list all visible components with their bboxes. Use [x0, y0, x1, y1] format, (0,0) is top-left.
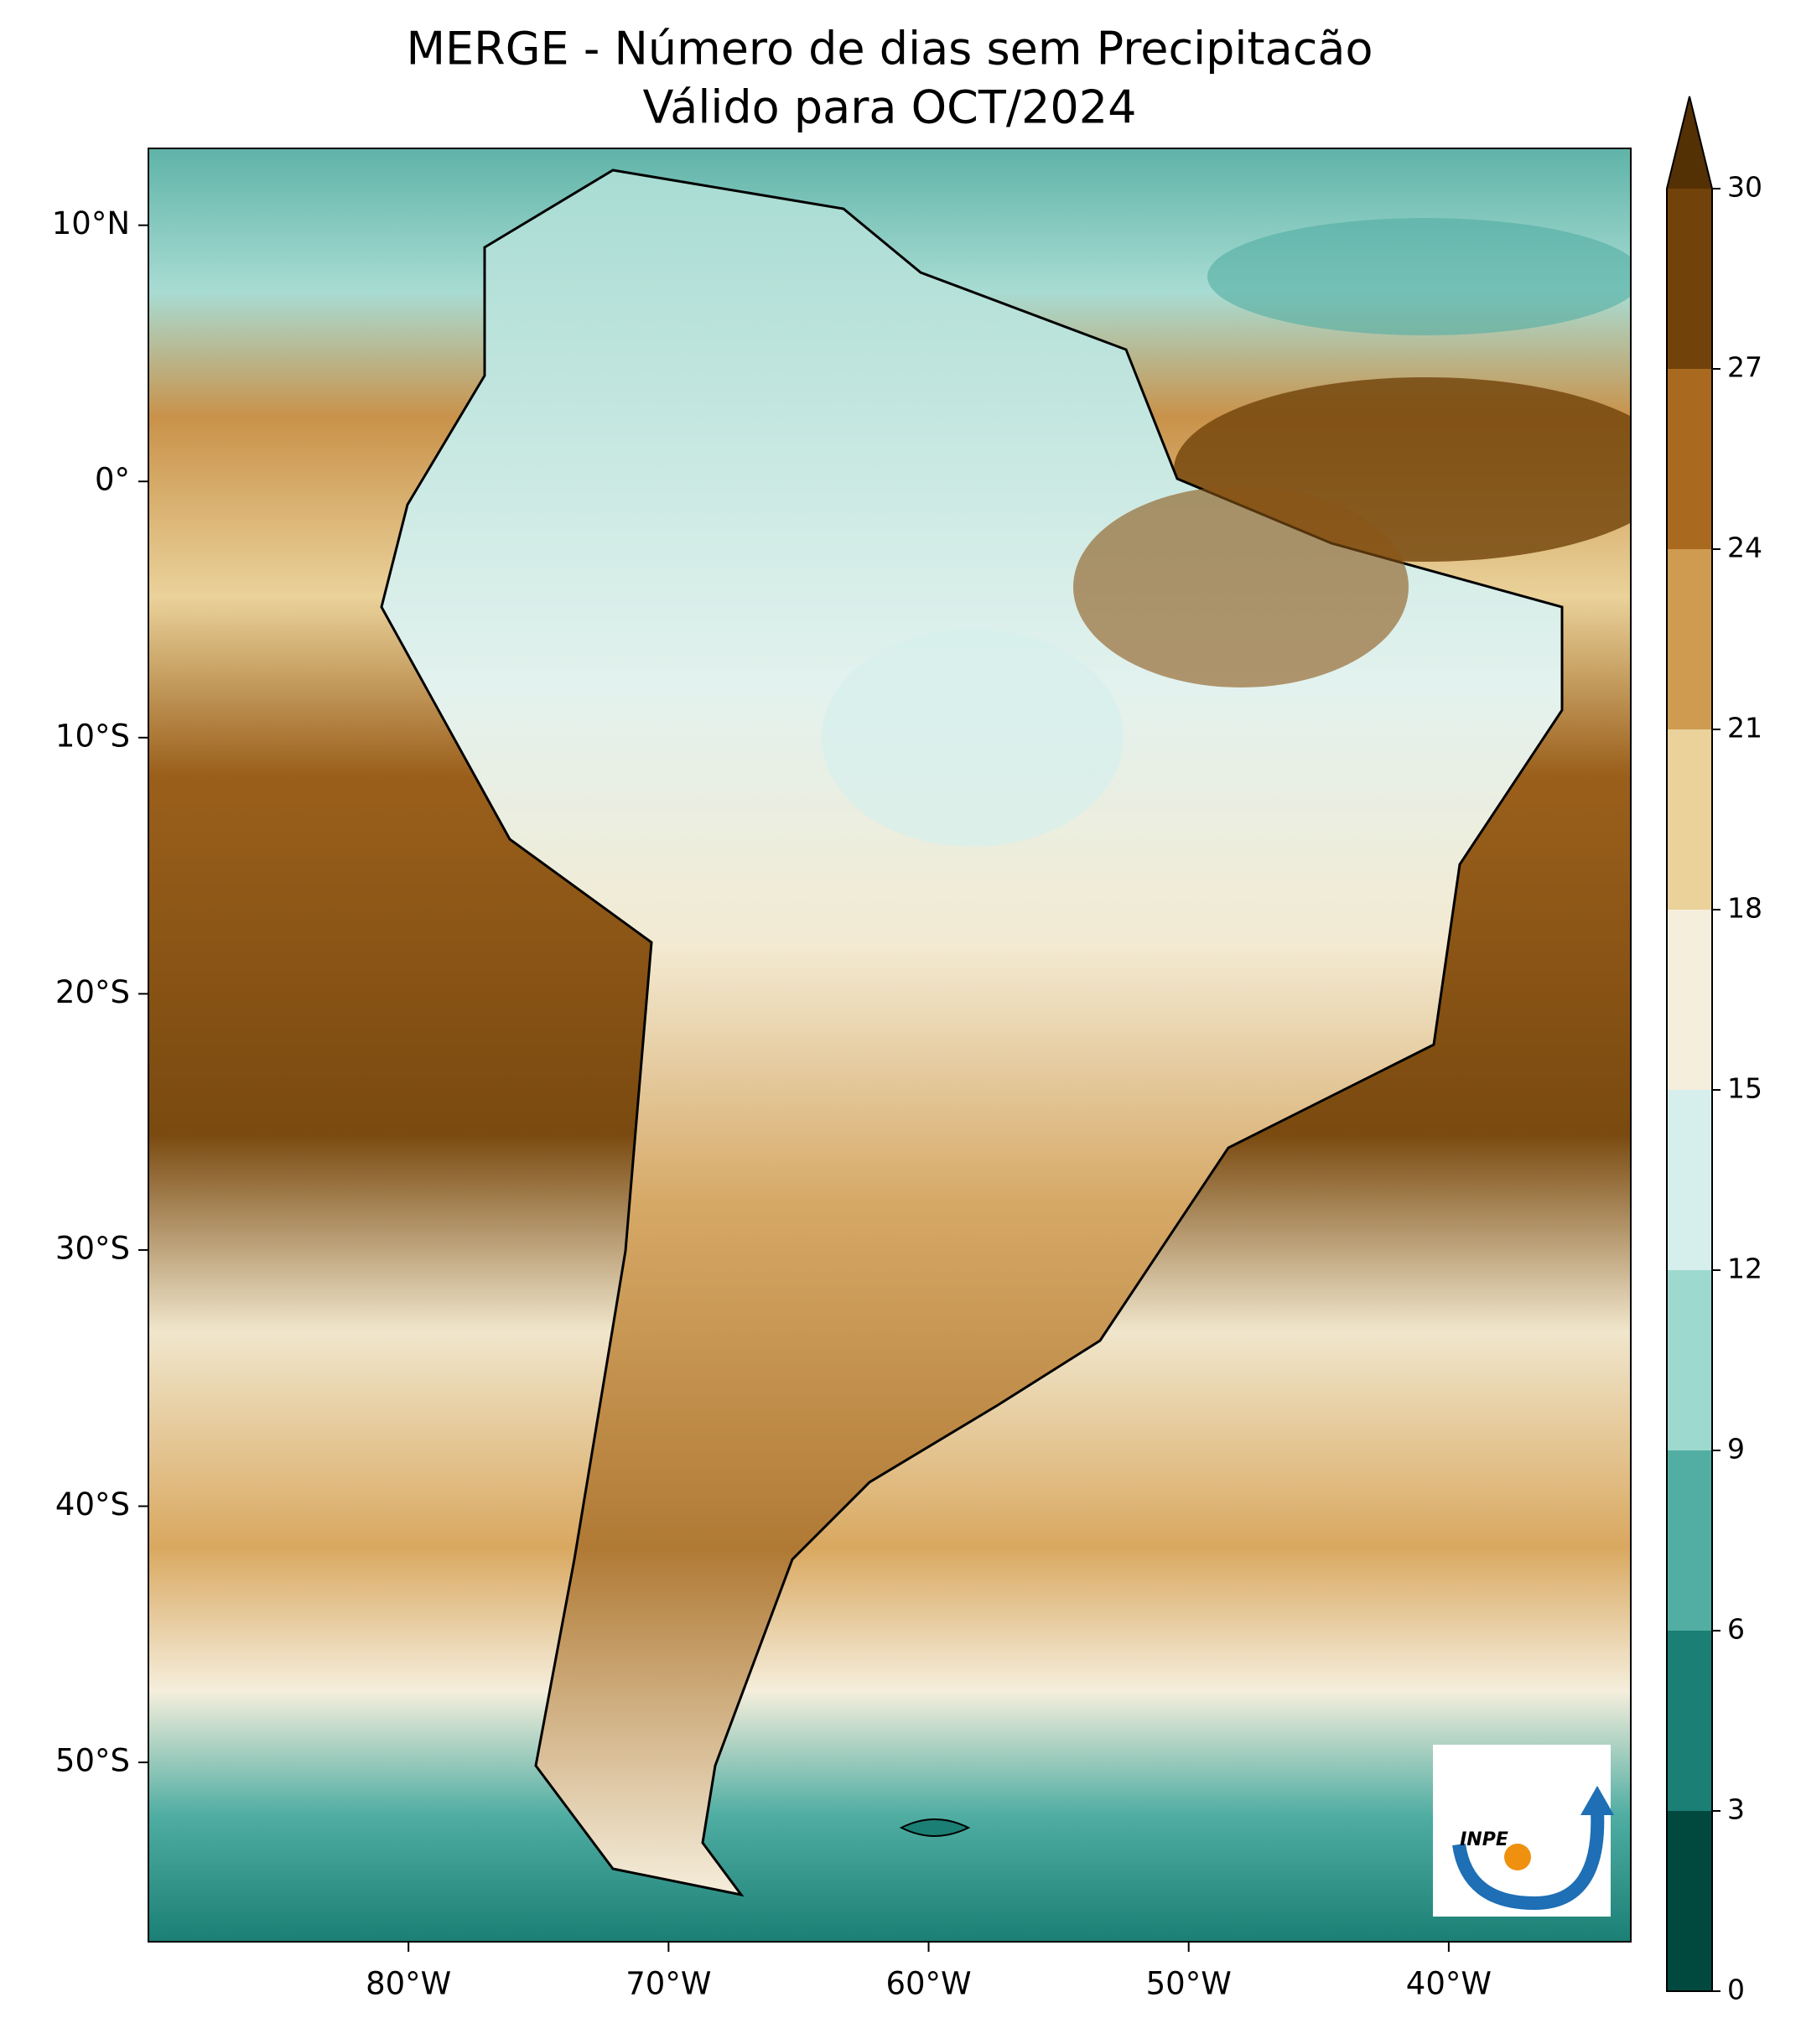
colorbar-tick-label: 27 — [1727, 351, 1762, 384]
logo-text: INPE — [1460, 1829, 1508, 1850]
colorbar-tick-label: 9 — [1727, 1433, 1745, 1466]
falklands — [899, 1818, 971, 1837]
map-subtitle: Válido para OCT/2024 — [643, 81, 1137, 134]
map-area — [148, 148, 1631, 1942]
colorbar-tick-label: 30 — [1727, 171, 1762, 204]
y-tick-label: 10°S — [55, 718, 130, 754]
colorbar-bin — [1667, 1811, 1712, 1991]
colorbar-tick-label: 0 — [1727, 1974, 1745, 2006]
wet-region — [1207, 218, 1631, 335]
y-tick-label: 40°S — [55, 1486, 130, 1523]
colorbar-tick-label: 15 — [1727, 1072, 1762, 1105]
colorbar-tick-label: 24 — [1727, 532, 1762, 564]
y-tick-label: 20°S — [55, 974, 130, 1010]
colorbar-bin — [1667, 1631, 1712, 1811]
colorbar-extend — [1667, 96, 1712, 189]
colorbar-bin — [1667, 189, 1712, 369]
logo-dot — [1504, 1844, 1531, 1870]
y-tick-label: 30°S — [55, 1230, 130, 1266]
colorbar-bin — [1667, 1090, 1712, 1270]
logo-arrow — [1580, 1786, 1614, 1815]
logo-arc — [1452, 1810, 1605, 1911]
x-tick-label: 40°W — [1406, 1966, 1492, 2002]
y-tick-label: 50°S — [55, 1743, 130, 1779]
map-title: MERGE - Número de dias sem Precipitacão — [406, 23, 1373, 75]
colorbar-tick-label: 3 — [1727, 1793, 1745, 1826]
colorbar-bin — [1667, 729, 1712, 910]
x-tick-label: 60°W — [885, 1966, 971, 2002]
colorbar-bin — [1667, 369, 1712, 549]
colorbar-tick-label: 12 — [1727, 1253, 1762, 1285]
logo: INPE — [1433, 1745, 1614, 1917]
colorbar-tick-label: 21 — [1727, 712, 1762, 744]
colorbar-bin — [1667, 1270, 1712, 1450]
x-tick-label: 80°W — [366, 1966, 451, 2002]
x-tick-label: 70°W — [625, 1966, 711, 2002]
y-tick-label: 0° — [95, 462, 130, 498]
colorbar-tick-label: 18 — [1727, 892, 1762, 925]
map-frame — [148, 148, 1632, 1943]
colorbar-bin — [1667, 910, 1712, 1090]
dry-region — [1073, 486, 1409, 687]
colorbar-outline — [1666, 96, 1713, 1992]
colorbar-bin — [1667, 549, 1712, 729]
colorbar-tick-label: 6 — [1727, 1613, 1745, 1646]
x-tick-label: 50°W — [1146, 1966, 1232, 2002]
wet-region — [822, 629, 1124, 847]
y-tick-label: 10°N — [52, 205, 130, 241]
colorbar-bin — [1667, 1450, 1712, 1631]
